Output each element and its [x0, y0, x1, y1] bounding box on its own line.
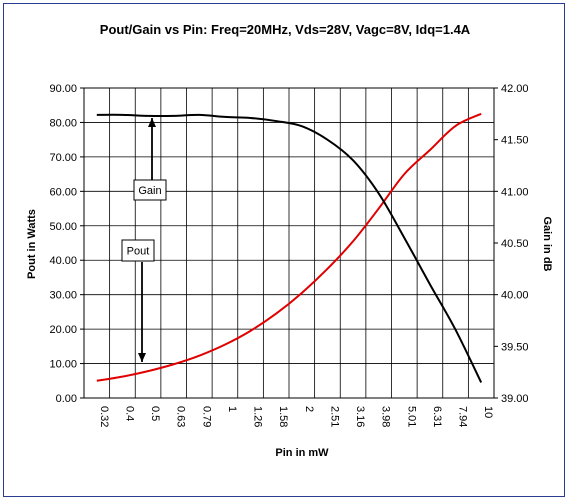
y-right-tick-label: 40.50 — [501, 238, 529, 250]
series-lines — [96, 112, 483, 383]
y-right-tick-label: 41.50 — [501, 135, 529, 147]
x-tick-label: 7.94 — [457, 406, 469, 427]
x-axis-label: Pin in mW — [275, 447, 329, 459]
y-left-tick-label: 60.00 — [49, 186, 77, 198]
x-tick-label: 10 — [482, 406, 494, 418]
y-left-tick-label: 0.00 — [56, 393, 77, 405]
y-left-tick-label: 90.00 — [49, 83, 77, 95]
gain-arrowhead — [148, 118, 156, 127]
y-left-tick-label: 10.00 — [49, 359, 77, 371]
y-axis-right-label: Gain in dB — [541, 217, 553, 272]
x-tick-label: 0.32 — [98, 406, 110, 427]
x-tick-label: 1.26 — [252, 406, 264, 427]
x-tick-label: 0.63 — [175, 406, 187, 427]
series-pout-line — [96, 112, 482, 382]
x-tick-label: 2.51 — [328, 406, 340, 427]
chart-frame — [3, 3, 565, 497]
y-left-tick-label: 70.00 — [49, 152, 77, 164]
y-right-tick-label: 39.00 — [501, 393, 529, 405]
y-right-tick-label: 41.00 — [501, 186, 529, 198]
annotations: Gain Pout — [121, 118, 167, 362]
annotation-box-pout — [121, 239, 155, 262]
x-tick-label: 1.58 — [277, 406, 289, 427]
x-tick-label: 0.5 — [149, 406, 161, 421]
x-tick-label: 6.31 — [431, 406, 443, 427]
x-tick-label: 3.98 — [380, 406, 392, 427]
y-right-tick-label: 40.00 — [501, 290, 529, 302]
y-left-tick-label: 50.00 — [49, 221, 77, 233]
y-right-tick-label: 39.50 — [501, 341, 529, 353]
x-tick-label: 1 — [226, 406, 238, 412]
y-left-tick-label: 40.00 — [49, 255, 77, 267]
y-right-tick-label: 42.00 — [501, 83, 529, 95]
series-gain-line — [96, 113, 483, 383]
annotation-box-gain — [133, 179, 167, 201]
chart-title: Pout/Gain vs Pin: Freq=20MHz, Vds=28V, V… — [100, 22, 471, 37]
y-axis-left-label: Pout in Watts — [26, 209, 38, 279]
pout-arrowhead — [138, 353, 146, 362]
annotation-label-pout: Pout — [127, 246, 150, 258]
x-tick-label: 2 — [303, 406, 315, 412]
x-tick-label: 0.79 — [200, 406, 212, 427]
x-tick-label: 0.4 — [123, 406, 135, 421]
x-tick-label: 5.01 — [405, 406, 417, 427]
y-left-tick-label: 80.00 — [49, 117, 77, 129]
y-left-tick-label: 20.00 — [49, 324, 77, 336]
axis-ticks: 0.00 10.00 20.00 30.00 40.00 50.00 60.00 70.00 8… — [49, 83, 528, 427]
y-left-tick-label: 30.00 — [49, 290, 77, 302]
x-tick-label: 3.16 — [354, 406, 366, 427]
annotation-label-gain: Gain — [138, 185, 161, 197]
